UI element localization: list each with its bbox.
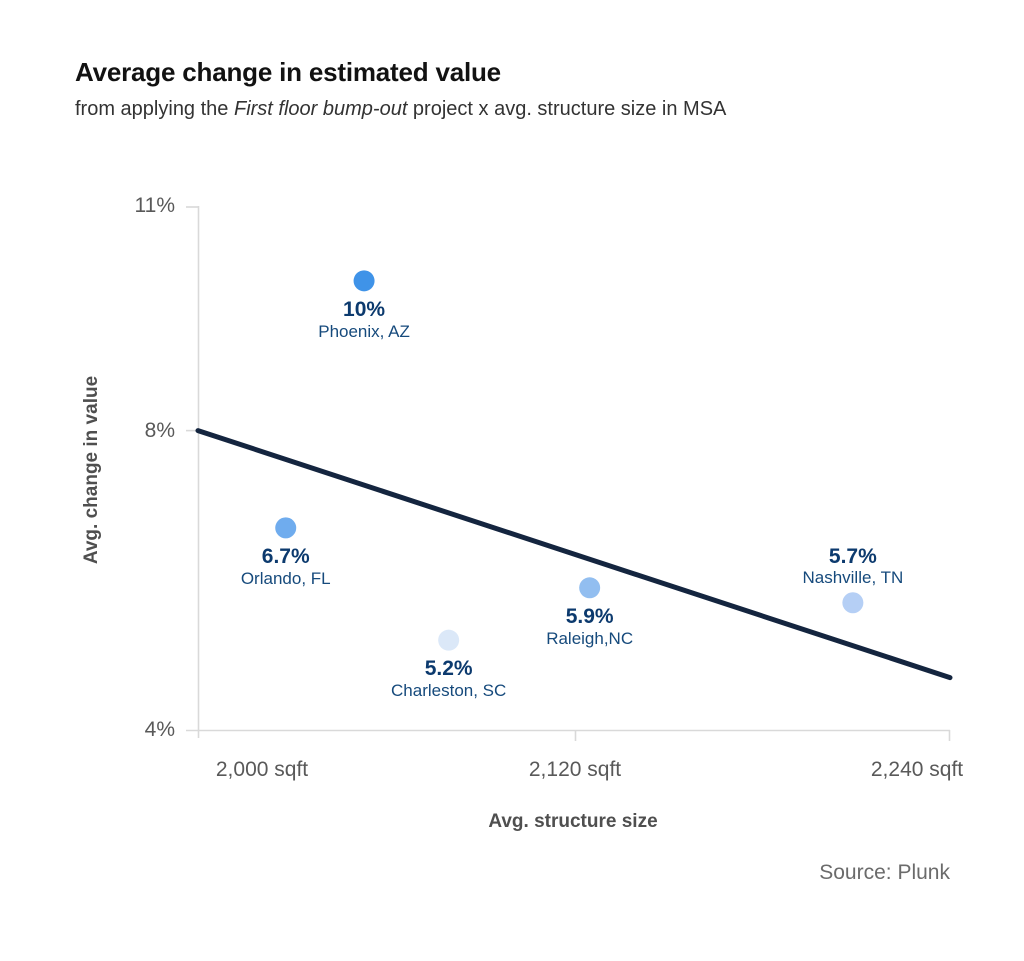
x-tick-label-2120: 2,120 sqft (528, 758, 622, 781)
point-value-label: 6.7% (261, 544, 310, 568)
point-value-label: 5.9% (565, 604, 614, 628)
x-tick-label-2240: 2,240 sqft (870, 758, 964, 781)
point-city-label: Nashville, TN (802, 567, 904, 587)
y-tick-label-4pct: 4% (144, 718, 175, 741)
point-city-label: Phoenix, AZ (318, 321, 410, 341)
point-city-label: Charleston, SC (391, 681, 507, 701)
chart-subtitle: from applying the First floor bump-out p… (75, 98, 726, 121)
y-tick-label-8pct: 8% (144, 419, 175, 442)
y-axis-title: Avg. change in value (81, 375, 102, 565)
x-axis-title: Avg. structure size (488, 811, 658, 832)
x-tick-label-2000: 2,000 sqft (215, 758, 309, 781)
point-value-label: 5.2% (424, 657, 473, 681)
source-attribution: Source: Plunk (819, 861, 950, 884)
data-point-orlando-fl (275, 517, 297, 539)
y-tick-label-11pct: 11% (134, 194, 175, 217)
point-value-label: 5.7% (828, 544, 877, 568)
data-point-charleston-sc (438, 629, 460, 651)
data-point-raleigh-nc (579, 577, 601, 599)
data-point-phoenix-az (353, 270, 375, 292)
data-point-nashville-tn (842, 592, 864, 614)
subtitle-prefix: from applying the (75, 98, 234, 120)
page-title: Average change in estimated value (75, 57, 501, 87)
point-value-label: 10% (343, 297, 386, 321)
point-city-label: Raleigh,NC (546, 628, 634, 648)
point-city-label: Orlando, FL (240, 568, 331, 588)
subtitle-project-name: First floor bump-out (233, 98, 408, 120)
subtitle-suffix: project x avg. structure size in MSA (407, 98, 727, 120)
trend-line (195, 428, 953, 681)
